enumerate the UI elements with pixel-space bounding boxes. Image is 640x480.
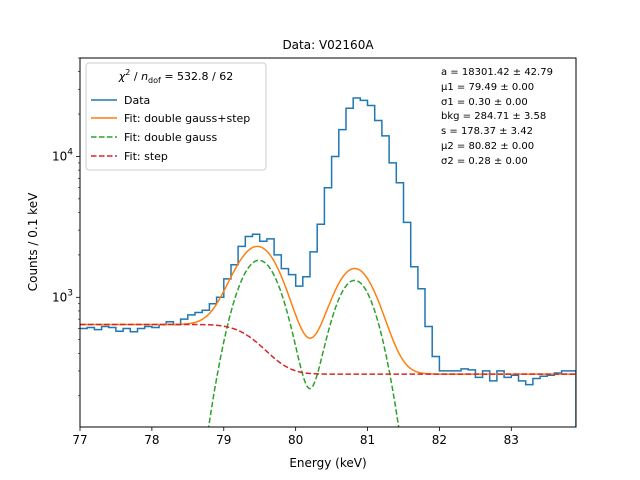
chart-title: Data: V02160A: [282, 38, 374, 52]
legend-title: χ2 / ndof = 532.8 / 62: [118, 68, 234, 85]
series-fit-step: [80, 323, 576, 375]
param-a: a = 18301.42 ± 42.79: [441, 67, 553, 78]
param-mu2: μ2 = 80.82 ± 0.00: [441, 141, 534, 152]
y-axis-label: Counts / 0.1 keV: [26, 192, 40, 291]
param-s: s = 178.37 ± 3.42: [441, 126, 533, 137]
x-tick-label: 79: [216, 433, 231, 447]
legend-label-fit-total: Fit: double gauss+step: [124, 112, 250, 125]
y-axis-ticks: 103 104: [52, 57, 80, 397]
x-tick-label: 78: [144, 433, 159, 447]
legend-frame: [85, 62, 267, 171]
plot-frame: [79, 57, 577, 428]
x-tick-label: 81: [360, 433, 375, 447]
param-mu1: μ1 = 79.49 ± 0.00: [441, 82, 534, 93]
fit-parameters-box: a = 18301.42 ± 42.79 μ1 = 79.49 ± 0.00 σ…: [441, 67, 553, 167]
series-fit-gauss: [207, 259, 400, 427]
y-tick-label: 104: [52, 147, 73, 163]
legend-label-fit-step: Fit: step: [124, 150, 168, 163]
plot-curves: [80, 97, 576, 427]
x-axis-label: Energy (keV): [289, 456, 366, 470]
x-tick-label: 80: [288, 433, 303, 447]
param-bkg: bkg = 284.71 ± 3.58: [441, 111, 546, 122]
x-tick-label: 83: [504, 433, 519, 447]
x-tick-label: 82: [432, 433, 447, 447]
y-tick-label: 103: [52, 288, 73, 304]
legend-label-fit-gauss: Fit: double gauss: [124, 131, 218, 144]
legend: χ2 / ndof = 532.8 / 62 Data Fit: double …: [85, 62, 267, 171]
param-sigma1: σ1 = 0.30 ± 0.00: [441, 97, 528, 108]
param-sigma2: σ2 = 0.28 ± 0.00: [441, 156, 528, 167]
legend-label-data: Data: [124, 94, 150, 107]
x-axis-ticks: 77 78 79 80 81 82 83: [72, 427, 519, 447]
x-tick-label: 77: [72, 433, 87, 447]
